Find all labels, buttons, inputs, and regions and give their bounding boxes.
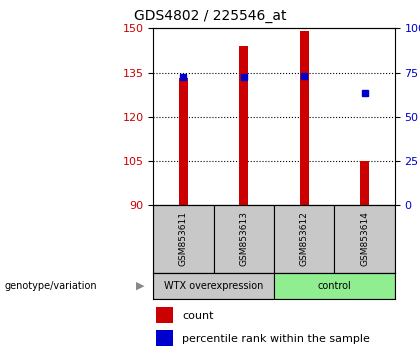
Text: GSM853612: GSM853612 xyxy=(300,211,309,267)
Bar xyxy=(300,31,309,205)
Bar xyxy=(274,205,334,273)
Bar xyxy=(334,205,395,273)
Bar xyxy=(179,79,188,205)
Bar xyxy=(156,307,173,324)
Bar xyxy=(214,205,274,273)
Bar xyxy=(153,273,274,299)
Text: control: control xyxy=(318,281,351,291)
Text: GSM853613: GSM853613 xyxy=(239,211,248,267)
Bar xyxy=(239,46,248,205)
Bar xyxy=(156,330,173,346)
Bar xyxy=(153,205,214,273)
Text: count: count xyxy=(182,310,214,321)
Text: ▶: ▶ xyxy=(136,281,145,291)
Text: genotype/variation: genotype/variation xyxy=(4,281,97,291)
Bar xyxy=(360,161,369,205)
Text: percentile rank within the sample: percentile rank within the sample xyxy=(182,333,370,344)
Text: GSM853611: GSM853611 xyxy=(179,211,188,267)
Text: GDS4802 / 225546_at: GDS4802 / 225546_at xyxy=(134,9,286,23)
Bar xyxy=(274,273,395,299)
Text: GSM853614: GSM853614 xyxy=(360,211,369,267)
Text: WTX overexpression: WTX overexpression xyxy=(164,281,263,291)
